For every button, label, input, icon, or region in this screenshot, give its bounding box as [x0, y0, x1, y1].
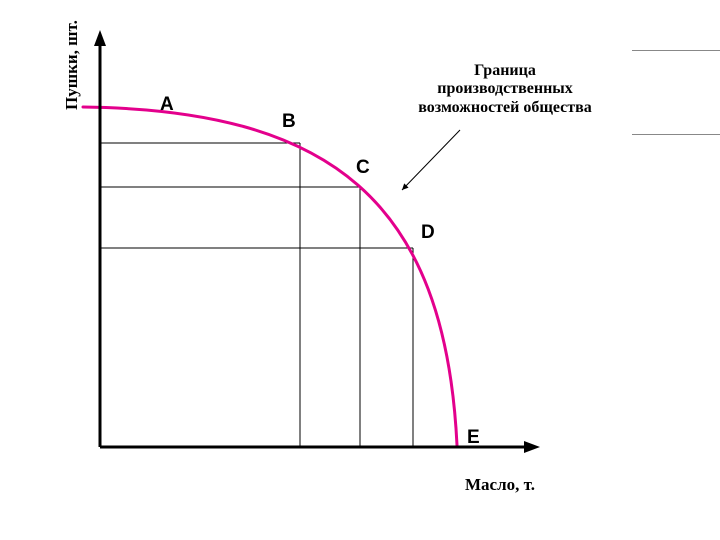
point-label-D: D [421, 222, 435, 244]
point-label-C: C [356, 157, 370, 179]
chart-container: { "chart": { "type": "line", "background… [0, 0, 720, 540]
side-rule [632, 50, 720, 51]
y-axis-label: Пушки, шт. [62, 20, 82, 110]
point-label-E: E [467, 427, 480, 449]
side-rule [632, 134, 720, 135]
point-label-B: B [282, 111, 296, 133]
point-label-A: A [160, 94, 174, 116]
curve-annotation: Границапроизводственныхвозможностей обще… [395, 62, 615, 117]
x-axis-label: Масло, т. [465, 475, 535, 495]
